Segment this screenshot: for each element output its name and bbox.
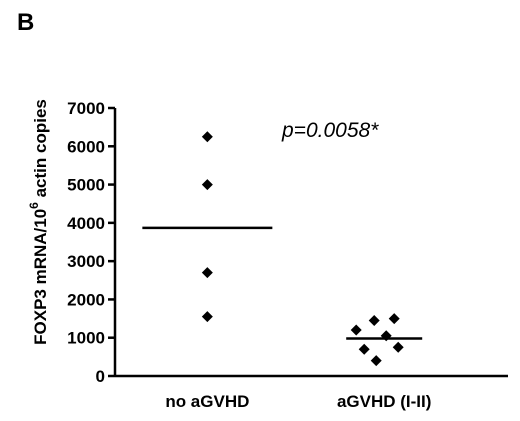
data-point <box>201 311 213 323</box>
data-point <box>388 313 400 325</box>
data-point <box>392 341 404 353</box>
x-category-label: aGVHD (I-II) <box>337 392 431 411</box>
data-point <box>358 343 370 355</box>
data-points <box>201 131 404 367</box>
p-value-annotation: p=0.0058* <box>281 119 379 142</box>
y-tick-label: 6000 <box>67 137 105 156</box>
y-axis-label-superscript: 6 <box>27 202 41 209</box>
y-tick-label: 0 <box>96 367 105 386</box>
data-point <box>370 355 382 367</box>
data-point <box>201 267 213 279</box>
y-axis-label-main: FOXP3 mRNA/10 <box>31 209 50 345</box>
y-ticks: 0 1000 2000 3000 4000 5000 6000 7000 <box>67 99 115 386</box>
y-tick-label: 5000 <box>67 176 105 195</box>
data-point <box>201 131 213 143</box>
data-point <box>201 179 213 191</box>
y-tick-label: 1000 <box>67 329 105 348</box>
axes <box>113 108 508 378</box>
y-tick-label: 4000 <box>67 214 105 233</box>
y-axis-label-rest: actin copies <box>31 99 50 202</box>
mean-lines <box>142 226 423 340</box>
y-tick-label: 2000 <box>67 290 105 309</box>
data-point <box>350 324 362 336</box>
panel-label: B <box>17 9 34 36</box>
y-tick-label: 7000 <box>67 99 105 118</box>
y-axis-label: FOXP3 mRNA/106 actin copies <box>27 99 50 345</box>
y-tick-label: 3000 <box>67 252 105 271</box>
x-category-label: no aGVHD <box>165 392 249 411</box>
data-point <box>368 314 380 326</box>
category-labels: no aGVHD aGVHD (I-II) <box>165 392 431 411</box>
